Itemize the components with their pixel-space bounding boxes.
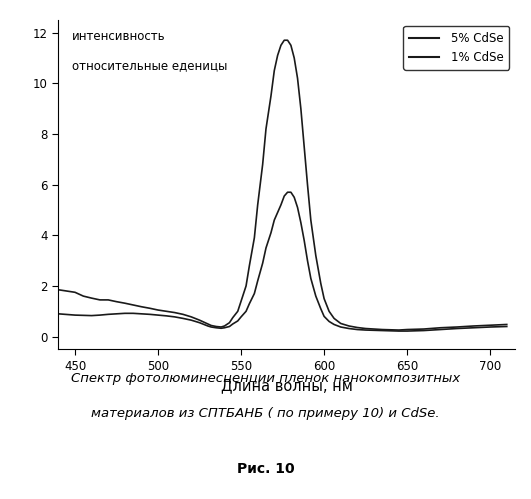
5% CdSe — [188, 314, 194, 320]
1% CdSe — [503, 323, 510, 329]
Text: относительные еденицы: относительные еденицы — [72, 59, 227, 72]
5% CdSe — [281, 37, 287, 43]
Text: материалов из СПТБАНБ ( по примеру 10) и CdSe.: материалов из СПТБАНБ ( по примеру 10) и… — [91, 407, 440, 420]
5% CdSe — [387, 327, 393, 333]
X-axis label: Длина волны, нм: Длина волны, нм — [221, 378, 353, 393]
Text: Рис. 10: Рис. 10 — [237, 462, 294, 476]
1% CdSe — [285, 189, 291, 195]
Text: интенсивность: интенсивность — [72, 30, 166, 43]
5% CdSe — [396, 327, 402, 333]
1% CdSe — [246, 301, 253, 307]
5% CdSe — [470, 323, 477, 329]
Line: 1% CdSe: 1% CdSe — [58, 192, 507, 331]
5% CdSe — [55, 287, 62, 293]
1% CdSe — [271, 217, 278, 223]
1% CdSe — [396, 328, 402, 334]
Legend: 5% CdSe, 1% CdSe: 5% CdSe, 1% CdSe — [403, 26, 509, 69]
1% CdSe — [213, 325, 219, 331]
5% CdSe — [213, 323, 219, 329]
Line: 5% CdSe: 5% CdSe — [58, 40, 507, 330]
1% CdSe — [55, 311, 62, 317]
1% CdSe — [387, 328, 393, 334]
5% CdSe — [271, 68, 278, 74]
5% CdSe — [246, 262, 253, 268]
1% CdSe — [188, 317, 194, 323]
Text: Спектр фотолюминесценции пленок нанокомпозитных: Спектр фотолюминесценции пленок нанокомп… — [71, 372, 460, 385]
1% CdSe — [470, 325, 477, 331]
5% CdSe — [503, 321, 510, 327]
